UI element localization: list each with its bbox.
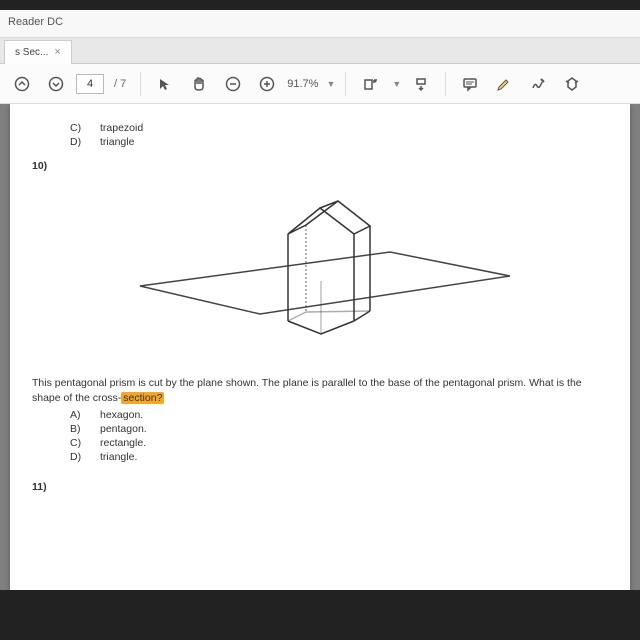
answer-a: A) hexagon. <box>70 409 608 421</box>
question-number-10: 10) <box>32 160 608 172</box>
prism-diagram <box>32 186 608 356</box>
answer-text: trapezoid <box>100 122 143 134</box>
hand-tool-button[interactable] <box>185 70 213 98</box>
tab-bar: s Sec... × <box>0 38 640 64</box>
page-input[interactable] <box>76 74 104 94</box>
prev-answer-d: D) triangle <box>70 136 608 148</box>
answer-letter: A) <box>70 409 86 421</box>
answer-text: triangle <box>100 136 134 148</box>
app-title: Reader DC <box>8 16 63 28</box>
question-text-prefix: This pentagonal prism is cut by the plan… <box>32 377 582 404</box>
fit-dropdown-icon[interactable]: ▼ <box>392 79 401 89</box>
answer-text: pentagon. <box>100 423 147 435</box>
zoom-out-button[interactable] <box>219 70 247 98</box>
question-text: This pentagonal prism is cut by the plan… <box>32 376 608 405</box>
answer-letter: C) <box>70 122 86 134</box>
comment-button[interactable] <box>456 70 484 98</box>
toolbar: / 7 91.7% ▼ ▼ <box>0 64 640 104</box>
document-page: C) trapezoid D) triangle 10) <box>10 104 630 590</box>
answer-c: C) rectangle. <box>70 437 608 449</box>
answer-block-10: A) hexagon. B) pentagon. C) rectangle. D… <box>70 409 608 463</box>
content-area: C) trapezoid D) triangle 10) <box>0 104 640 590</box>
answer-letter: B) <box>70 423 86 435</box>
highlighted-text: section? <box>121 392 164 404</box>
zoom-value: 91.7% <box>287 78 318 90</box>
zoom-dropdown-icon[interactable]: ▼ <box>326 79 335 89</box>
answer-text: hexagon. <box>100 409 143 421</box>
fit-width-button[interactable] <box>356 70 384 98</box>
page-down-button[interactable] <box>42 70 70 98</box>
highlight-button[interactable] <box>490 70 518 98</box>
scroll-mode-button[interactable] <box>407 70 435 98</box>
close-icon[interactable]: × <box>54 46 60 58</box>
document-tab[interactable]: s Sec... × <box>4 40 72 64</box>
answer-letter: C) <box>70 437 86 449</box>
prev-answer-c: C) trapezoid <box>70 122 608 134</box>
question-number-11: 11) <box>32 481 608 493</box>
zoom-in-button[interactable] <box>253 70 281 98</box>
tab-label: s Sec... <box>15 47 48 58</box>
answer-text: triangle. <box>100 451 137 463</box>
select-tool-button[interactable] <box>151 70 179 98</box>
answer-b: B) pentagon. <box>70 423 608 435</box>
page-total: / 7 <box>114 78 126 90</box>
page-up-button[interactable] <box>8 70 36 98</box>
answer-letter: D) <box>70 136 86 148</box>
sign-button[interactable] <box>524 70 552 98</box>
answer-letter: D) <box>70 451 86 463</box>
title-bar: Reader DC <box>0 10 640 38</box>
answer-text: rectangle. <box>100 437 146 449</box>
more-tools-button[interactable] <box>558 70 586 98</box>
answer-d: D) triangle. <box>70 451 608 463</box>
